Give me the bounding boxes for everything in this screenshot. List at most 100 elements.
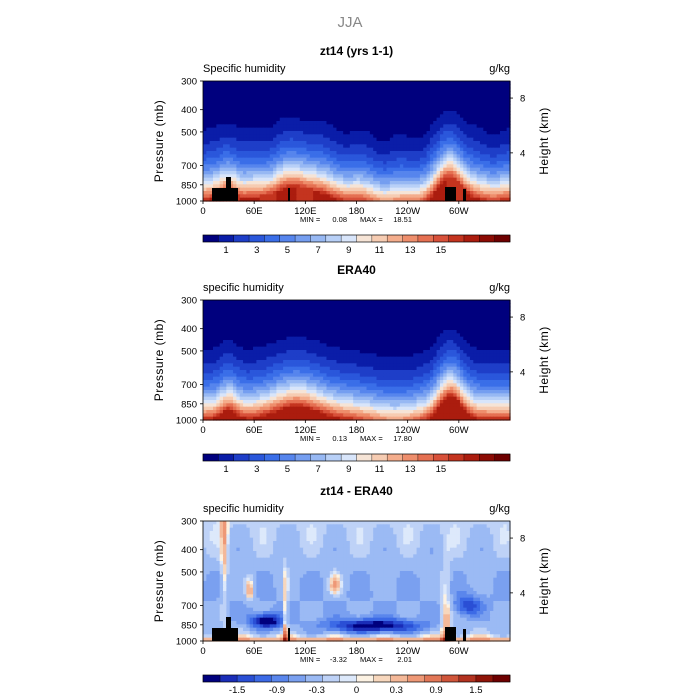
heatmap-cell — [213, 147, 217, 152]
heatmap-cell — [389, 91, 394, 95]
heatmap-cell — [459, 134, 464, 139]
heatmap-cell — [353, 91, 358, 95]
heatmap-cell — [389, 346, 394, 351]
heatmap-cell — [443, 350, 448, 354]
heatmap-cell — [219, 154, 224, 159]
heatmap-cell — [313, 141, 318, 145]
heatmap-cell — [479, 144, 484, 149]
heatmap-cell — [313, 306, 318, 311]
heatmap-cell — [493, 151, 498, 155]
heatmap-cell — [243, 323, 247, 328]
heatmap-cell — [469, 191, 474, 195]
heatmap-cell — [286, 91, 291, 95]
heatmap-cell — [373, 181, 378, 185]
heatmap-cell — [499, 91, 504, 95]
heatmap-cell — [276, 121, 281, 125]
heatmap-cell — [403, 306, 408, 311]
heatmap-cell — [206, 144, 211, 149]
heatmap-cell — [486, 151, 491, 155]
heatmap-cell — [343, 310, 348, 314]
heatmap-cell — [376, 303, 381, 308]
heatmap-cell — [303, 306, 308, 311]
heatmap-cell — [396, 171, 401, 175]
heatmap-cell — [479, 187, 484, 192]
heatmap-cell — [479, 313, 484, 318]
heatmap-cell — [309, 197, 314, 202]
heatmap-cell — [253, 316, 257, 321]
heatmap-cell — [349, 161, 354, 165]
heatmap-cell — [276, 320, 281, 324]
heatmap-cell — [386, 154, 391, 159]
heatmap-cell — [209, 303, 214, 308]
heatmap-cell — [326, 141, 331, 145]
heatmap-cell — [496, 316, 501, 321]
heatmap-cell — [466, 151, 471, 155]
heatmap-cell — [319, 117, 324, 122]
heatmap-cell — [313, 353, 318, 358]
heatmap-cell — [493, 313, 498, 318]
heatmap-cell — [336, 343, 341, 348]
heatmap-cell — [349, 144, 354, 149]
heatmap-cell — [386, 313, 391, 318]
heatmap-cell — [416, 91, 421, 95]
heatmap-cell — [319, 300, 324, 304]
heatmap-cell — [203, 353, 207, 358]
heatmap-cell — [299, 171, 304, 175]
heatmap-cell — [216, 333, 221, 338]
heatmap-cell — [253, 300, 257, 304]
heatmap-cell — [506, 87, 511, 92]
heatmap-cell — [399, 97, 404, 102]
heatmap-cell — [413, 300, 418, 304]
heatmap-cell — [463, 137, 468, 142]
heatmap-cell — [396, 121, 401, 125]
heatmap-cell — [459, 111, 464, 115]
heatmap-cell — [499, 131, 504, 135]
heatmap-cell — [286, 147, 291, 152]
heatmap-cell — [273, 157, 278, 162]
heatmap-cell — [479, 306, 484, 311]
heatmap-cell — [496, 117, 501, 122]
heatmap-cell — [233, 336, 237, 341]
heatmap-cell — [303, 147, 308, 152]
heatmap-cell — [256, 310, 261, 314]
heatmap-cell — [353, 144, 358, 149]
heatmap-cell — [466, 197, 471, 202]
heatmap-cell — [483, 184, 488, 189]
heatmap-cell — [363, 174, 368, 179]
heatmap-cell — [426, 323, 431, 328]
heatmap-cell — [456, 336, 461, 341]
heatmap-cell — [339, 127, 344, 132]
heatmap-cell — [426, 330, 431, 334]
heatmap-cell — [229, 157, 234, 162]
heatmap-cell — [496, 154, 501, 159]
heatmap-cell — [226, 144, 231, 149]
heatmap-cell — [376, 300, 381, 304]
heatmap-cell — [283, 87, 288, 92]
heatmap-cell — [263, 174, 268, 179]
heatmap-cell — [439, 181, 444, 185]
heatmap-cell — [486, 177, 491, 182]
heatmap-cell — [213, 177, 217, 182]
heatmap-cell — [283, 346, 288, 351]
heatmap-cell — [286, 144, 291, 149]
heatmap-cell — [313, 184, 318, 189]
heatmap-cell — [356, 131, 361, 135]
heatmap-cell — [416, 184, 421, 189]
heatmap-cell — [256, 350, 261, 354]
heatmap-cell — [469, 111, 474, 115]
heatmap-cell — [209, 300, 214, 304]
heatmap-cell — [289, 117, 294, 122]
heatmap-cell — [359, 121, 364, 125]
ytick-label: 400 — [181, 105, 197, 116]
heatmap-cell — [279, 181, 284, 185]
heatmap-cell — [356, 127, 361, 132]
heatmap-cell — [476, 84, 481, 89]
heatmap-cell — [239, 356, 244, 361]
heatmap-cell — [243, 144, 247, 149]
heatmap-cell — [463, 171, 468, 175]
heatmap-cell — [503, 84, 508, 89]
heatmap-cell — [286, 127, 291, 132]
heatmap-cell — [256, 117, 261, 122]
heatmap-cell — [286, 330, 291, 334]
heatmap-cell — [286, 310, 291, 314]
